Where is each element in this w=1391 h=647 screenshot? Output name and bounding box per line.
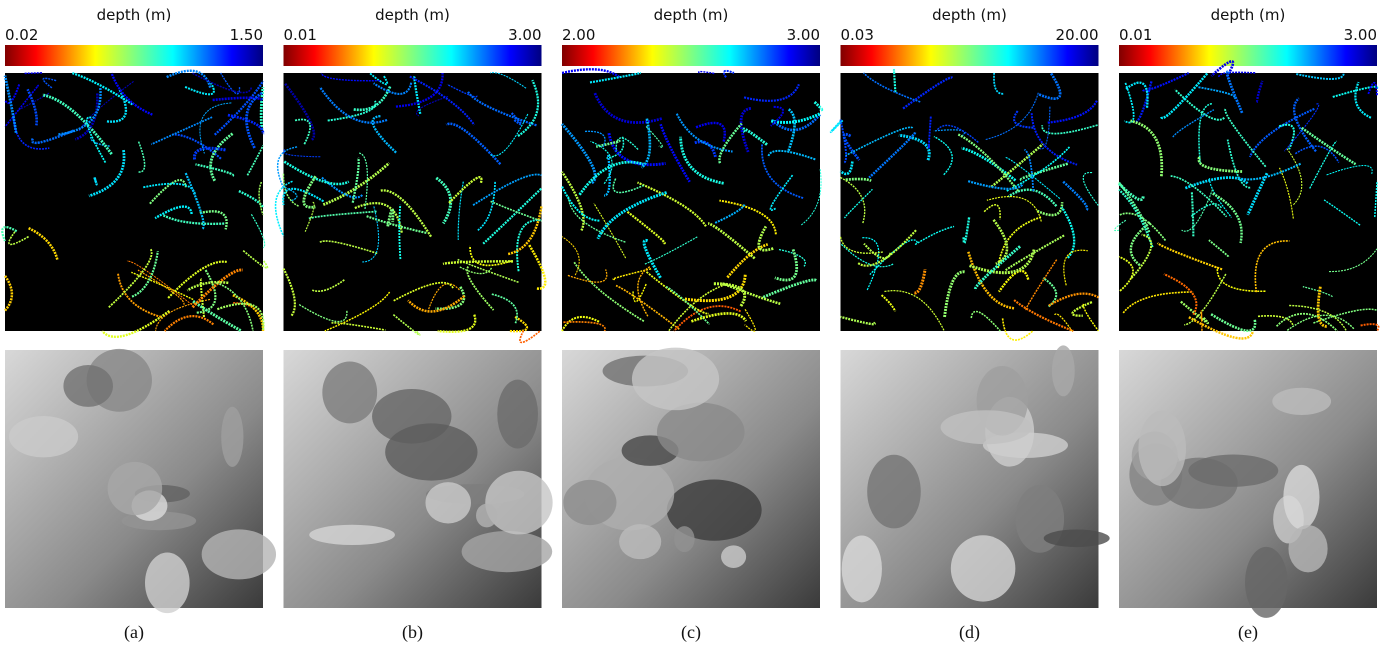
shape <box>657 403 745 462</box>
colorbar <box>1119 45 1377 66</box>
shape <box>63 365 113 407</box>
colorbar-min: 2.00 <box>562 26 595 44</box>
caption: (d) <box>959 622 980 643</box>
colorbar-min: 0.02 <box>5 26 38 44</box>
colorbar-min: 0.01 <box>284 26 317 44</box>
shape <box>674 526 694 552</box>
figure: depth (m) 0.02 1.50 (a) depth (m) 0.01 3.00 (b)… <box>0 0 1391 647</box>
shape <box>309 525 395 545</box>
shape <box>476 504 497 528</box>
shape <box>221 407 243 467</box>
shape <box>1245 547 1288 618</box>
depth-image <box>1119 73 1377 331</box>
caption: (c) <box>681 622 701 643</box>
depth-image <box>562 73 820 331</box>
shape <box>145 553 190 614</box>
colorbar <box>5 45 263 66</box>
shape <box>563 480 616 525</box>
colorbar <box>841 45 1099 66</box>
colorbar-max: 20.00 <box>1056 26 1099 44</box>
edge <box>399 205 400 259</box>
shape <box>1138 411 1186 487</box>
caption: (a) <box>124 622 144 643</box>
shape <box>322 361 377 423</box>
shape <box>632 348 719 411</box>
shape <box>1188 455 1278 487</box>
shape <box>842 535 882 602</box>
colorbar-max: 3.00 <box>787 26 820 44</box>
colorbar-max: 3.00 <box>1344 26 1377 44</box>
caption: (b) <box>402 622 423 643</box>
colorbar-max: 3.00 <box>508 26 541 44</box>
depth-image <box>284 73 542 331</box>
colorbar-label: depth (m) <box>1211 6 1286 24</box>
shape <box>9 416 78 457</box>
shape <box>1272 388 1331 415</box>
depth-image <box>841 73 1099 331</box>
shape <box>867 455 921 529</box>
shape <box>497 380 538 449</box>
colorbar-min: 0.01 <box>1119 26 1152 44</box>
colorbar-label: depth (m) <box>654 6 729 24</box>
colorbar-label: depth (m) <box>932 6 1007 24</box>
colorbar-label: depth (m) <box>375 6 450 24</box>
colorbar-min: 0.03 <box>841 26 874 44</box>
shape <box>941 410 1032 444</box>
shape <box>385 423 477 480</box>
colorbar <box>562 45 820 66</box>
shape <box>1288 525 1327 572</box>
depth-image <box>5 73 263 331</box>
shape <box>1044 529 1110 547</box>
colorbar-label: depth (m) <box>97 6 172 24</box>
shape <box>619 524 661 559</box>
shape <box>721 545 746 568</box>
shape <box>462 531 553 572</box>
colorbar-max: 1.50 <box>230 26 263 44</box>
shape <box>951 535 1016 601</box>
shape <box>485 471 552 535</box>
caption: (e) <box>1238 622 1258 643</box>
shape <box>1052 345 1075 396</box>
edge <box>520 331 540 343</box>
shape <box>425 482 470 523</box>
shape <box>202 529 276 579</box>
shape <box>108 462 163 515</box>
colorbar <box>284 45 542 66</box>
shape <box>1283 465 1319 529</box>
